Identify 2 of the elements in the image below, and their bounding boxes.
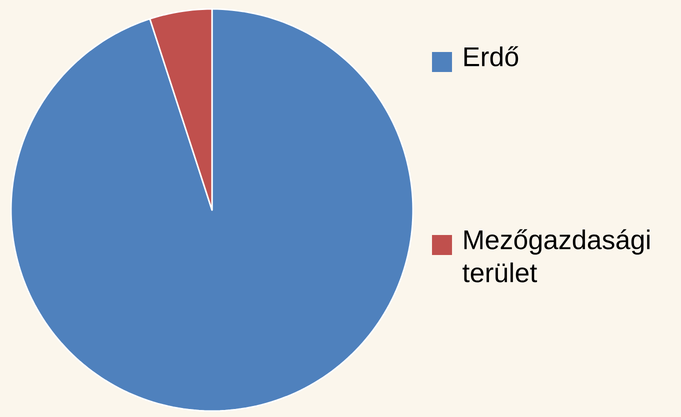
legend-label: Erdő bbox=[464, 46, 518, 66]
legend-label: Mezőgazdasági terület bbox=[462, 229, 650, 282]
